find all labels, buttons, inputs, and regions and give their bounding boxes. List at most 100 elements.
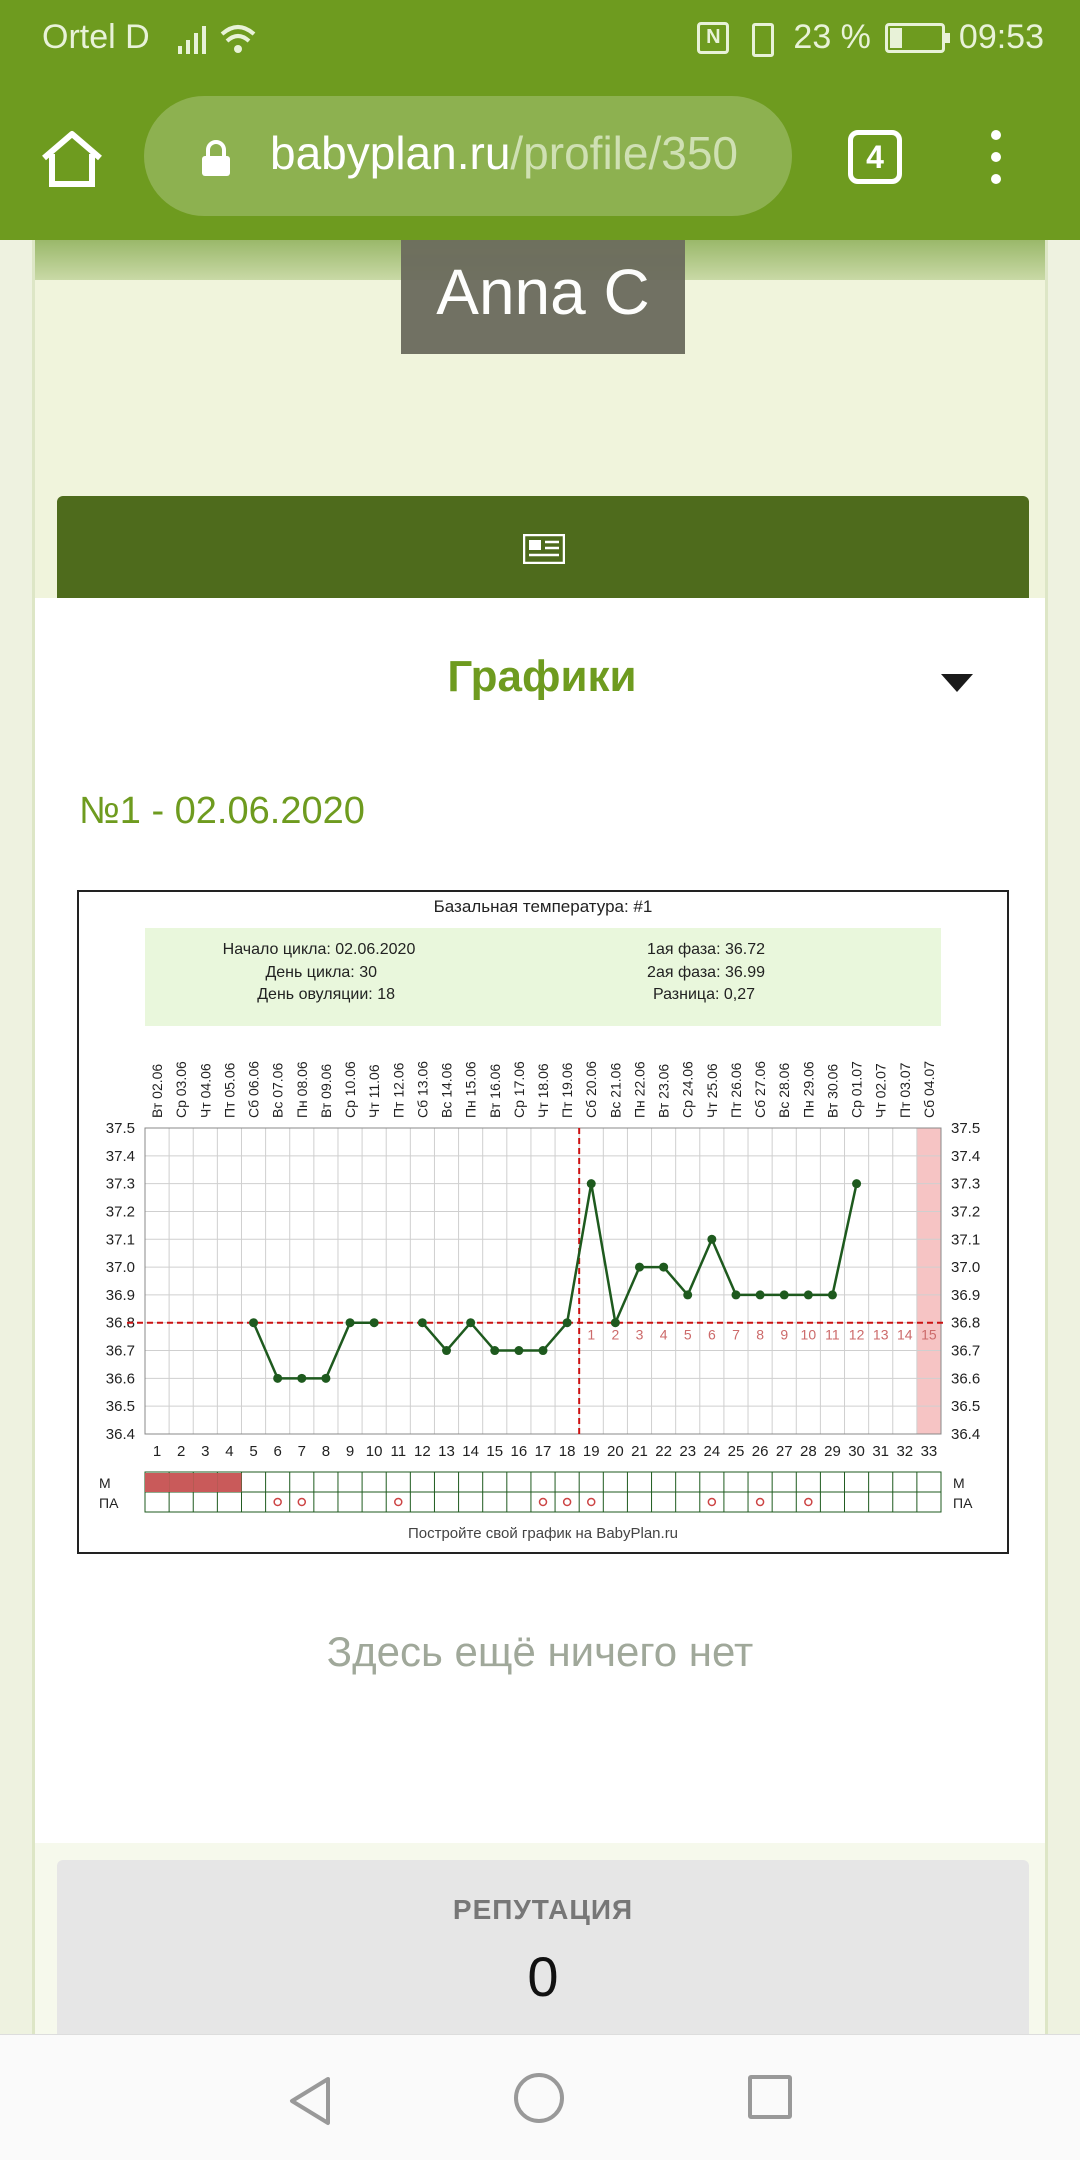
luteal-day-label: 13 (873, 1327, 889, 1343)
temperature-point (586, 1179, 596, 1189)
row-label-m: М (99, 1475, 111, 1491)
day-number: 32 (896, 1443, 913, 1460)
graphs-header[interactable]: Графики (65, 622, 1019, 746)
day-number: 23 (679, 1443, 696, 1460)
clock: 09:53 (958, 18, 1044, 56)
news-button[interactable] (57, 496, 1029, 604)
date-label: Вс 07.06 (270, 1063, 286, 1118)
pa-mark (273, 1497, 282, 1507)
day-number: 19 (583, 1443, 600, 1460)
day-number: 1 (153, 1443, 161, 1460)
day-number: 13 (438, 1443, 455, 1460)
luteal-day-label: 6 (708, 1327, 716, 1343)
y-tick-label-right: 36.6 (951, 1370, 980, 1387)
pa-mark (538, 1497, 548, 1507)
row-label-pa-right: ПА (953, 1495, 973, 1511)
y-tick-label-left: 36.5 (106, 1398, 135, 1415)
plot-border (144, 1127, 942, 1435)
y-tick-label-left: 37.4 (106, 1148, 135, 1165)
day-number: 2 (177, 1443, 185, 1460)
luteal-day-label: 2 (611, 1327, 619, 1343)
url-host: babyplan.ru (270, 127, 511, 179)
temperature-point (466, 1318, 476, 1328)
day-number: 18 (559, 1443, 576, 1460)
day-number: 22 (655, 1443, 672, 1460)
temperature-point (683, 1290, 693, 1300)
recent-apps-icon[interactable] (748, 2075, 792, 2119)
chart-info-phase2: 2ая фаза: 36.99 (647, 964, 765, 981)
nfc-icon: N (697, 21, 730, 54)
graphs-title: Графики (447, 652, 637, 701)
temperature-point (562, 1318, 572, 1328)
temperature-point (852, 1179, 862, 1189)
day-number: 15 (486, 1443, 503, 1460)
date-label: Вт 23.06 (656, 1064, 672, 1118)
chart-info-phase1: 1ая фаза: 36.72 (647, 941, 765, 958)
lock-icon (202, 140, 230, 176)
chart-title: Базальная температура: #1 (434, 897, 653, 916)
day-number: 28 (800, 1443, 817, 1460)
menstruation-mark (145, 1473, 170, 1492)
day-number: 3 (201, 1443, 209, 1460)
temperature-point (345, 1318, 355, 1328)
date-label: Ср 03.06 (173, 1061, 189, 1118)
day-number: 11 (390, 1443, 406, 1460)
chart-info-cycle-day: День цикла: 30 (265, 964, 377, 981)
reputation-value: 0 (527, 1945, 559, 2008)
day-number: 8 (322, 1443, 330, 1460)
date-label: Ср 24.06 (680, 1061, 696, 1118)
y-tick-label-left: 37.0 (106, 1259, 135, 1276)
temperature-point (321, 1373, 331, 1383)
day-number: 30 (848, 1443, 865, 1460)
battery-charging-icon (884, 22, 950, 53)
chart-info-cycle-start: Начало цикла: 02.06.2020 (223, 941, 416, 958)
temperature-point (827, 1290, 837, 1300)
day-number: 20 (607, 1443, 624, 1460)
address-bar[interactable]: babyplan.ru/profile/350 (144, 96, 792, 216)
date-label: Пт 26.06 (728, 1062, 744, 1118)
day-number: 12 (414, 1443, 431, 1460)
menstruation-mark (169, 1473, 194, 1492)
pa-mark (297, 1497, 307, 1507)
y-tick-label-right: 37.3 (951, 1176, 980, 1193)
y-tick-label-left: 36.7 (106, 1343, 135, 1360)
home-icon[interactable] (38, 128, 106, 188)
y-tick-label-left: 36.9 (106, 1287, 135, 1304)
chevron-down-icon[interactable] (941, 674, 973, 692)
graphs-section: Графики №1 - 02.06.2020 Базальная темпер… (35, 598, 1045, 1843)
y-tick-label-right: 36.8 (951, 1315, 980, 1332)
vibrate-icon (743, 21, 779, 57)
temperature-point (659, 1262, 669, 1272)
temperature-point (514, 1346, 524, 1356)
date-label: Ср 17.06 (511, 1061, 527, 1118)
day-number: 5 (249, 1443, 257, 1460)
date-label: Пт 12.06 (390, 1062, 406, 1118)
back-icon[interactable] (286, 2075, 334, 2127)
luteal-day-label: 8 (756, 1327, 764, 1343)
empty-message: Здесь ещё ничего нет (326, 1628, 754, 1675)
y-tick-label-left: 37.5 (106, 1120, 135, 1137)
signal-wifi-icon (178, 25, 256, 54)
date-label: Чт 11.06 (366, 1064, 382, 1118)
menstruation-mark (193, 1473, 218, 1492)
y-tick-label-right: 36.9 (951, 1287, 980, 1304)
date-label: Ср 01.07 (849, 1061, 865, 1118)
home-nav-icon[interactable] (514, 2073, 564, 2123)
luteal-day-label: 3 (636, 1327, 644, 1343)
date-label: Чт 02.07 (873, 1063, 889, 1118)
day-number: 17 (535, 1443, 552, 1460)
tabs-icon[interactable]: 4 (848, 130, 902, 184)
date-label: Вс 14.06 (439, 1063, 455, 1118)
date-label: Чт 04.06 (197, 1063, 213, 1118)
temperature-point (249, 1318, 259, 1328)
url-text[interactable]: babyplan.ru/profile/350 (270, 126, 770, 180)
day-number: 25 (728, 1443, 745, 1460)
reputation-title: РЕПУТАЦИЯ (452, 1894, 634, 1925)
browser-chrome: Ortel D N 23 % 09:53 babyplan.ru/profile… (0, 0, 1080, 240)
day-number: 31 (872, 1443, 889, 1460)
cycle-title[interactable]: №1 - 02.06.2020 (79, 790, 365, 832)
menstruation-mark (217, 1473, 242, 1492)
date-label: Пт 05.06 (221, 1062, 237, 1118)
date-label: Пт 03.07 (897, 1062, 913, 1118)
menu-icon[interactable] (986, 130, 1006, 184)
